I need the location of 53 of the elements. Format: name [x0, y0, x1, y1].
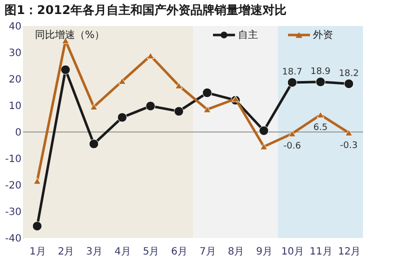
legend-label: 自主: [238, 29, 258, 41]
point: [260, 143, 268, 150]
y-axis-title: 同比增速（%）: [35, 29, 105, 41]
chart-title: 图1：2012年各月自主和国产外资品牌销量增速对比: [4, 3, 286, 17]
x-tick-label: 8月: [228, 246, 244, 258]
point: [60, 64, 70, 75]
point: [288, 130, 296, 137]
point: [344, 78, 354, 89]
x-tick-label: 7月: [199, 246, 216, 258]
point: [146, 52, 154, 59]
y-tick-label: -40: [5, 234, 22, 244]
data-label: 18.9: [310, 66, 331, 77]
x-tick-label: 3月: [86, 246, 103, 258]
legend-label: 外资: [313, 29, 333, 41]
x-tick-label: 5月: [142, 246, 160, 258]
point: [88, 139, 99, 149]
y-tick-label: 40: [8, 22, 22, 32]
point: [175, 82, 183, 89]
x-tick-label: 1月: [29, 246, 46, 258]
x-tick-label: 4月: [114, 246, 131, 258]
point: [287, 78, 298, 88]
x-tick-label: 6月: [171, 246, 188, 258]
point: [32, 221, 42, 231]
x-tick-label: 9月: [256, 246, 273, 258]
point: [33, 178, 41, 184]
point: [90, 104, 98, 110]
x-tick-label: 2月: [58, 246, 74, 258]
point: [117, 112, 128, 122]
y-tick-label: 0: [15, 128, 22, 138]
y-tick-label: -10: [5, 154, 22, 165]
point: [316, 111, 324, 118]
data-label: -0.3: [340, 140, 358, 151]
x-tick-label: 11月: [310, 246, 332, 258]
y-tick-label: -30: [5, 207, 22, 218]
point: [146, 101, 156, 111]
y-tick-label: 10: [8, 101, 22, 112]
data-label: -0.6: [283, 142, 302, 152]
point: [118, 78, 126, 84]
y-tick-label: -20: [5, 180, 22, 192]
point: [232, 96, 240, 102]
point: [202, 88, 212, 98]
point: [203, 106, 211, 113]
point: [174, 106, 184, 116]
y-tick-label: 30: [8, 48, 22, 59]
point: [316, 77, 326, 87]
point: [258, 126, 269, 136]
data-label: 6.5: [313, 122, 328, 133]
x-tick-label: 10月: [281, 246, 304, 258]
data-label: 18.7: [282, 67, 302, 78]
x-tick-label: 12月: [338, 246, 361, 258]
y-tick-label: 20: [8, 74, 22, 86]
data-label: 18.2: [338, 68, 359, 79]
point: [345, 129, 353, 136]
